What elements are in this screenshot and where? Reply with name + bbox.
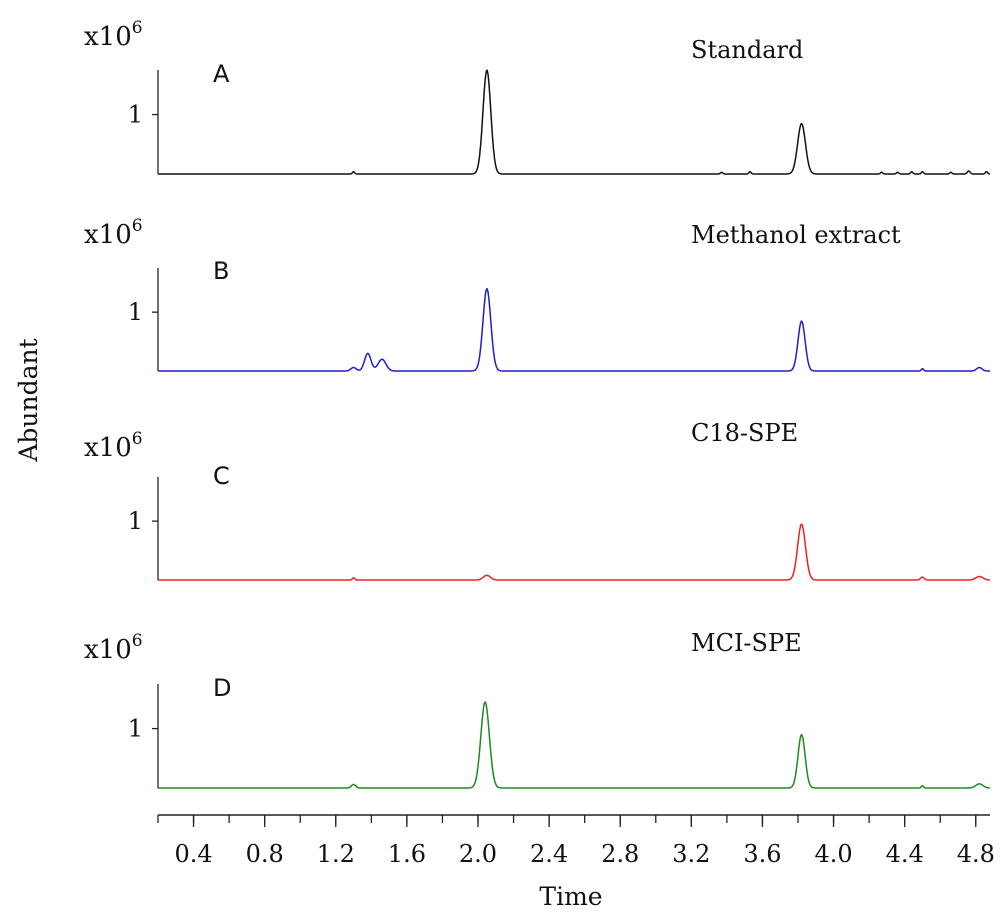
series-line xyxy=(158,701,991,789)
y-tick-label: 1 xyxy=(128,715,143,743)
panel-letter: B xyxy=(213,257,229,285)
chromatogram-panels: 1 x106 A Standard 1 x106 B Methanol extract 1 x10… xyxy=(84,18,991,789)
panel-letter: C xyxy=(213,462,230,490)
panel-title: C18-SPE xyxy=(691,419,798,447)
panel-title: MCI-SPE xyxy=(691,629,802,657)
x-tick-label: 4.4 xyxy=(886,840,924,868)
series-line xyxy=(158,69,991,175)
y-scale-label: x106 xyxy=(84,429,143,463)
x-tick-label: 3.6 xyxy=(743,840,781,868)
x-tick-label: 1.6 xyxy=(388,840,426,868)
y-scale-label: x106 xyxy=(84,216,143,250)
x-tick-label: 3.2 xyxy=(672,840,710,868)
panel-letter: A xyxy=(213,60,230,88)
y-scale-label: x106 xyxy=(84,18,143,52)
panel-c: 1 x106 C C18-SPE xyxy=(84,419,991,581)
panel-title: Methanol extract xyxy=(691,221,901,249)
x-tick-label: 2.8 xyxy=(601,840,639,868)
series-line xyxy=(158,287,990,372)
panel-a: 1 x106 A Standard xyxy=(84,18,991,175)
x-axis: 0.4 0.8 1.2 1.6 2.0 2.4 2.8 3.2 3.6 4.0 4.4 4.8 xyxy=(157,814,995,868)
panel-letter: D xyxy=(213,674,231,702)
x-axis-label: Time xyxy=(539,882,602,911)
panel-b: 1 x106 B Methanol extract xyxy=(84,216,990,372)
y-tick-label: 1 xyxy=(128,507,143,535)
panel-d: 1 x106 D MCI-SPE xyxy=(84,629,991,789)
y-tick-label: 1 xyxy=(128,101,143,129)
x-tick-label: 4.8 xyxy=(957,840,995,868)
x-tick-label: 1.2 xyxy=(317,840,355,868)
y-scale-label: x106 xyxy=(84,631,143,665)
x-tick-label: 2.0 xyxy=(459,840,497,868)
series-line xyxy=(158,523,991,581)
y-tick-label: 1 xyxy=(128,298,143,326)
x-tick-label: 0.8 xyxy=(246,840,284,868)
x-tick-label: 2.4 xyxy=(530,840,568,868)
x-tick-label: 0.4 xyxy=(174,840,212,868)
x-tick-label: 4.0 xyxy=(814,840,852,868)
y-axis-label: Abundant xyxy=(14,338,43,462)
panel-title: Standard xyxy=(691,36,803,64)
